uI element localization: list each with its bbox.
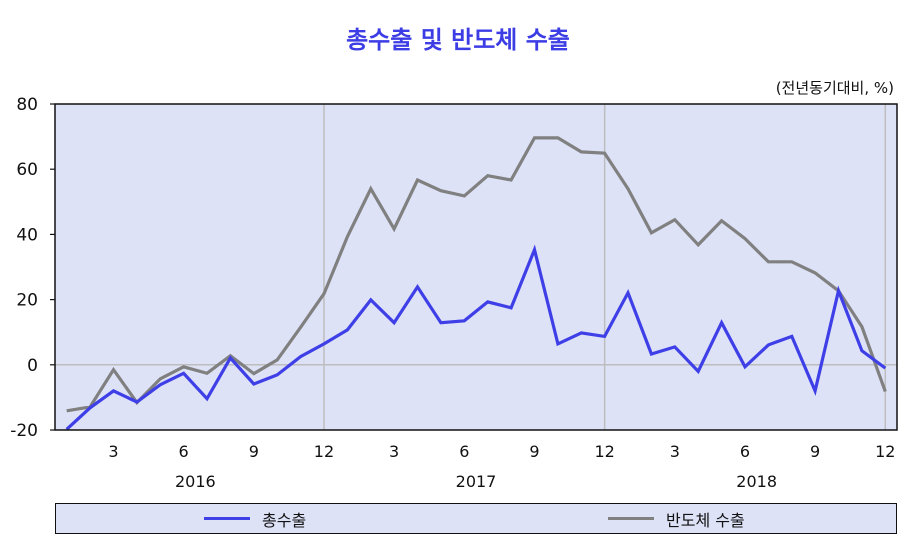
- x-tick-label: 6: [179, 442, 189, 461]
- x-tick-label: 9: [810, 442, 820, 461]
- legend-swatch-semiconductor: [608, 517, 654, 520]
- series-lines: [65, 136, 887, 431]
- x-tick-label: 9: [529, 442, 539, 461]
- x-tick-label: 12: [875, 442, 895, 461]
- y-tick-label: 0: [27, 356, 38, 376]
- plot-area: [55, 104, 897, 430]
- x-year-label: 2016: [175, 472, 216, 491]
- plot-border: [54, 103, 898, 431]
- x-tick-label: 6: [459, 442, 469, 461]
- x-tick-label: 3: [108, 442, 118, 461]
- chart-title: 총수출 및 반도체 수출: [346, 26, 570, 54]
- y-tick-label: -20: [10, 421, 38, 441]
- y-tick-label: 40: [16, 225, 38, 245]
- y-axis: -20 0 20 40 60 80: [10, 95, 55, 441]
- legend-item-total-exports: 총수출: [204, 504, 306, 533]
- legend-item-semiconductor-exports: 반도체 수출: [608, 504, 745, 533]
- gridlines: [55, 104, 897, 430]
- legend-label-total: 총수출: [262, 510, 307, 530]
- x-tick-label: 9: [249, 442, 259, 461]
- x-axis: 3 6 9 12 3 6 9 12 3 6 9 12 2016 2017 2018: [108, 442, 895, 491]
- y-tick-label: 60: [16, 160, 38, 180]
- x-tick-label: 3: [670, 442, 680, 461]
- unit-label: (전년동기대비, %): [775, 79, 894, 97]
- x-tick-label: 12: [314, 442, 334, 461]
- series-total-exports: [65, 244, 887, 431]
- legend: 총수출 반도체 수출: [55, 503, 897, 534]
- x-tick-label: 12: [594, 442, 614, 461]
- series-semiconductor-exports: [66, 136, 887, 413]
- y-tick-label: 20: [16, 291, 38, 311]
- legend-label-semiconductor: 반도체 수출: [666, 510, 745, 530]
- x-year-label: 2018: [736, 472, 777, 491]
- x-year-label: 2017: [456, 472, 497, 491]
- y-tick-label: 80: [16, 95, 38, 115]
- legend-swatch-total: [204, 517, 250, 520]
- x-tick-label: 6: [740, 442, 750, 461]
- line-chart: -20 0 20 40 60 80 3 6 9 12 3 6 9 12 3 6 9 12 2016 2017 2018: [10, 95, 898, 491]
- x-tick-label: 3: [389, 442, 399, 461]
